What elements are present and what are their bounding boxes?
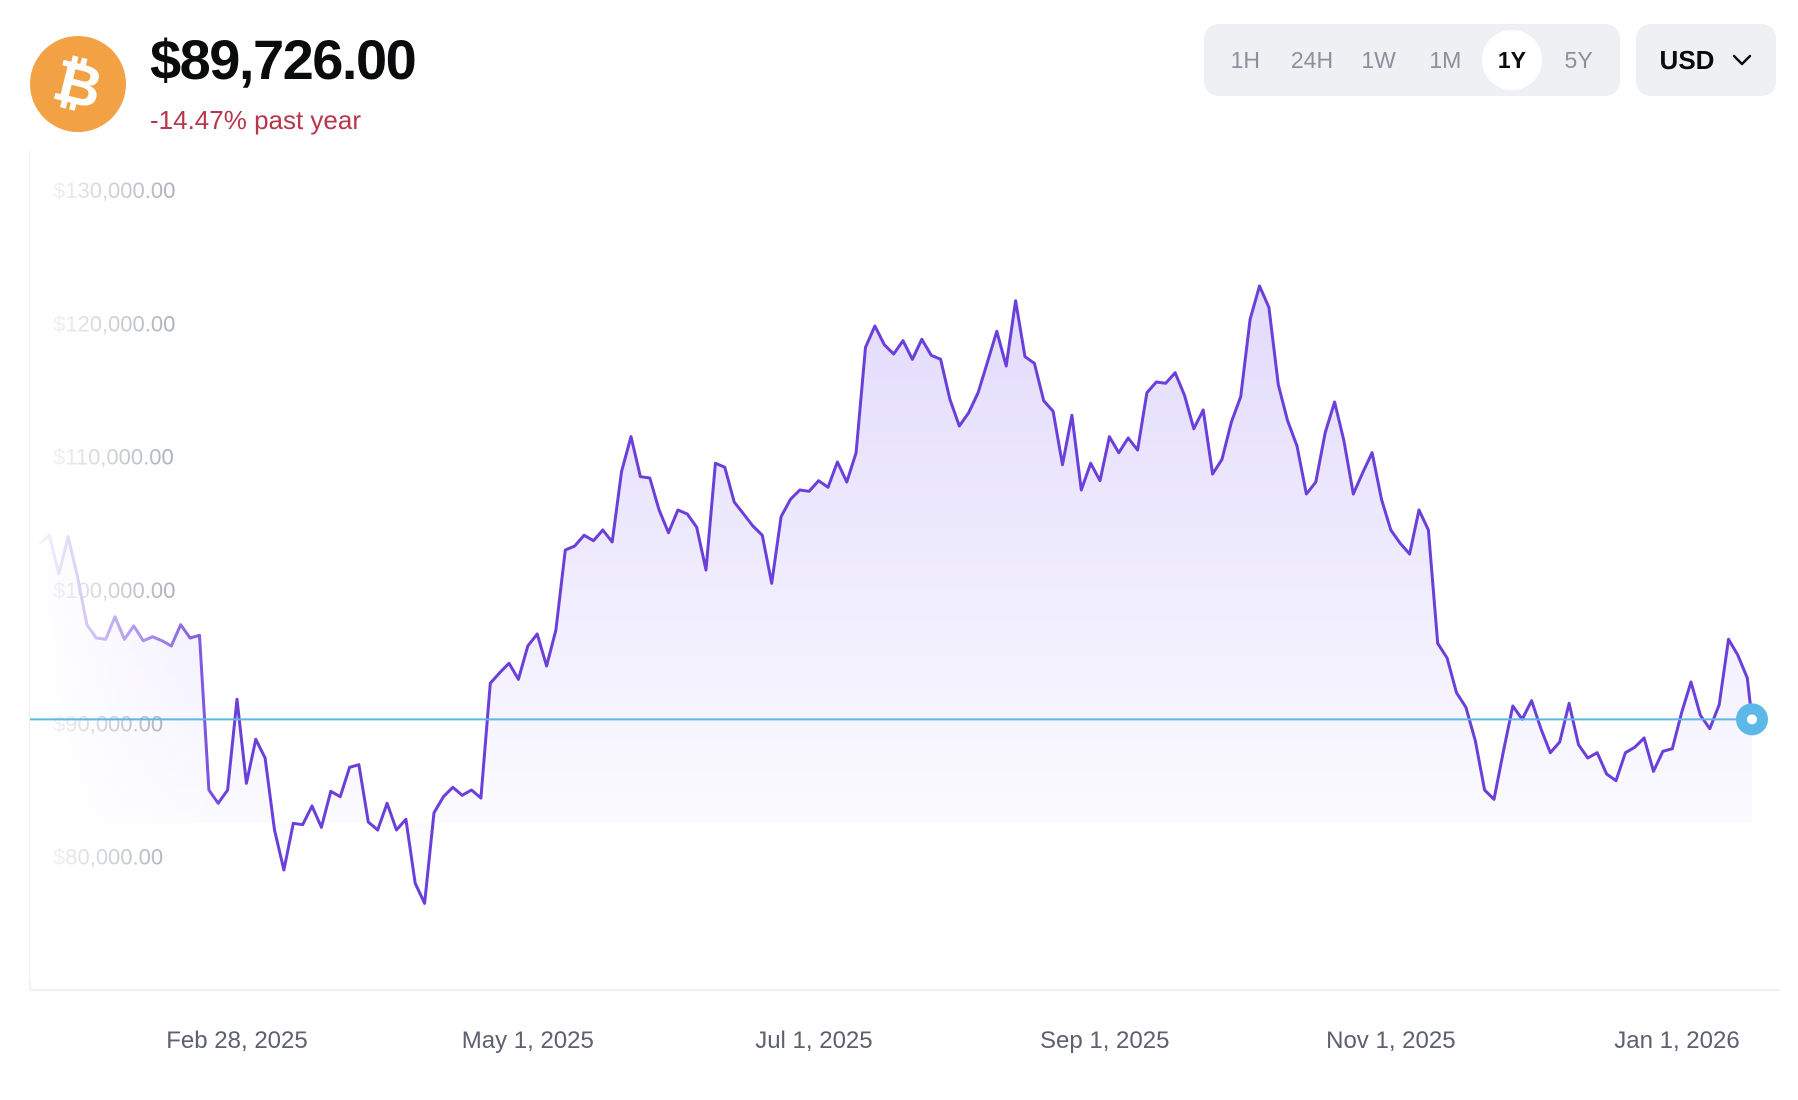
currency-label: USD [1659,44,1715,75]
price-chart-svg: $130,000.00$120,000.00$110,000.00$100,00… [29,140,1780,1054]
range-tab-1y[interactable]: 1Y [1481,30,1542,90]
current-price-marker-center [1747,714,1757,725]
time-range-selector: 1H 24H 1W 1M 1Y 5Y [1204,24,1620,96]
asset-header: ₿ $89,726.00 -14.47% past year 1H 24H 1W 1M… [0,0,1798,140]
range-tab-1w[interactable]: 1W [1361,46,1396,73]
x-tick-label: May 1, 2025 [462,1027,594,1054]
chevron-down-icon [1733,54,1752,66]
range-tab-1m[interactable]: 1M [1429,46,1462,73]
range-tab-24h[interactable]: 24H [1290,46,1334,73]
chart-left-fade [30,140,230,980]
range-tab-5y[interactable]: 5Y [1564,46,1593,73]
currency-dropdown[interactable]: USD [1636,24,1776,96]
price-area-fill [40,286,1752,904]
x-tick-label: Nov 1, 2025 [1326,1027,1455,1054]
price-chart[interactable]: $130,000.00$120,000.00$110,000.00$100,00… [0,140,1798,1100]
x-tick-label: Jan 1, 2026 [1614,1027,1739,1054]
bitcoin-icon: ₿ [30,36,126,132]
x-tick-label: Sep 1, 2025 [1040,1027,1169,1054]
range-tab-1h[interactable]: 1H [1230,46,1261,73]
price-line [38,284,1754,905]
current-price: $89,726.00 [150,28,417,91]
x-tick-label: Jul 1, 2025 [755,1027,872,1054]
price-change: -14.47% past year [150,105,362,135]
x-tick-label: Feb 28, 2025 [166,1027,307,1054]
svg-text:₿: ₿ [47,47,109,122]
